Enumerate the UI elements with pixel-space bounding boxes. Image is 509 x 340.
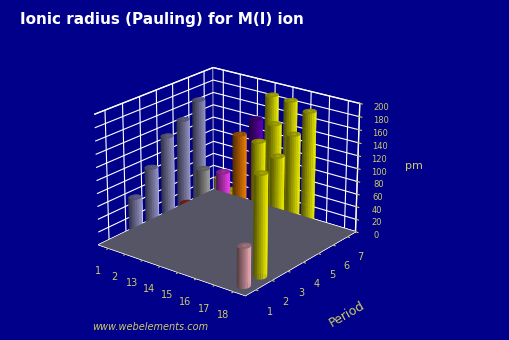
Text: Ionic radius (Pauling) for M(I) ion: Ionic radius (Pauling) for M(I) ion: [20, 12, 304, 27]
Text: www.webelements.com: www.webelements.com: [92, 322, 208, 332]
Y-axis label: Period: Period: [326, 298, 366, 329]
